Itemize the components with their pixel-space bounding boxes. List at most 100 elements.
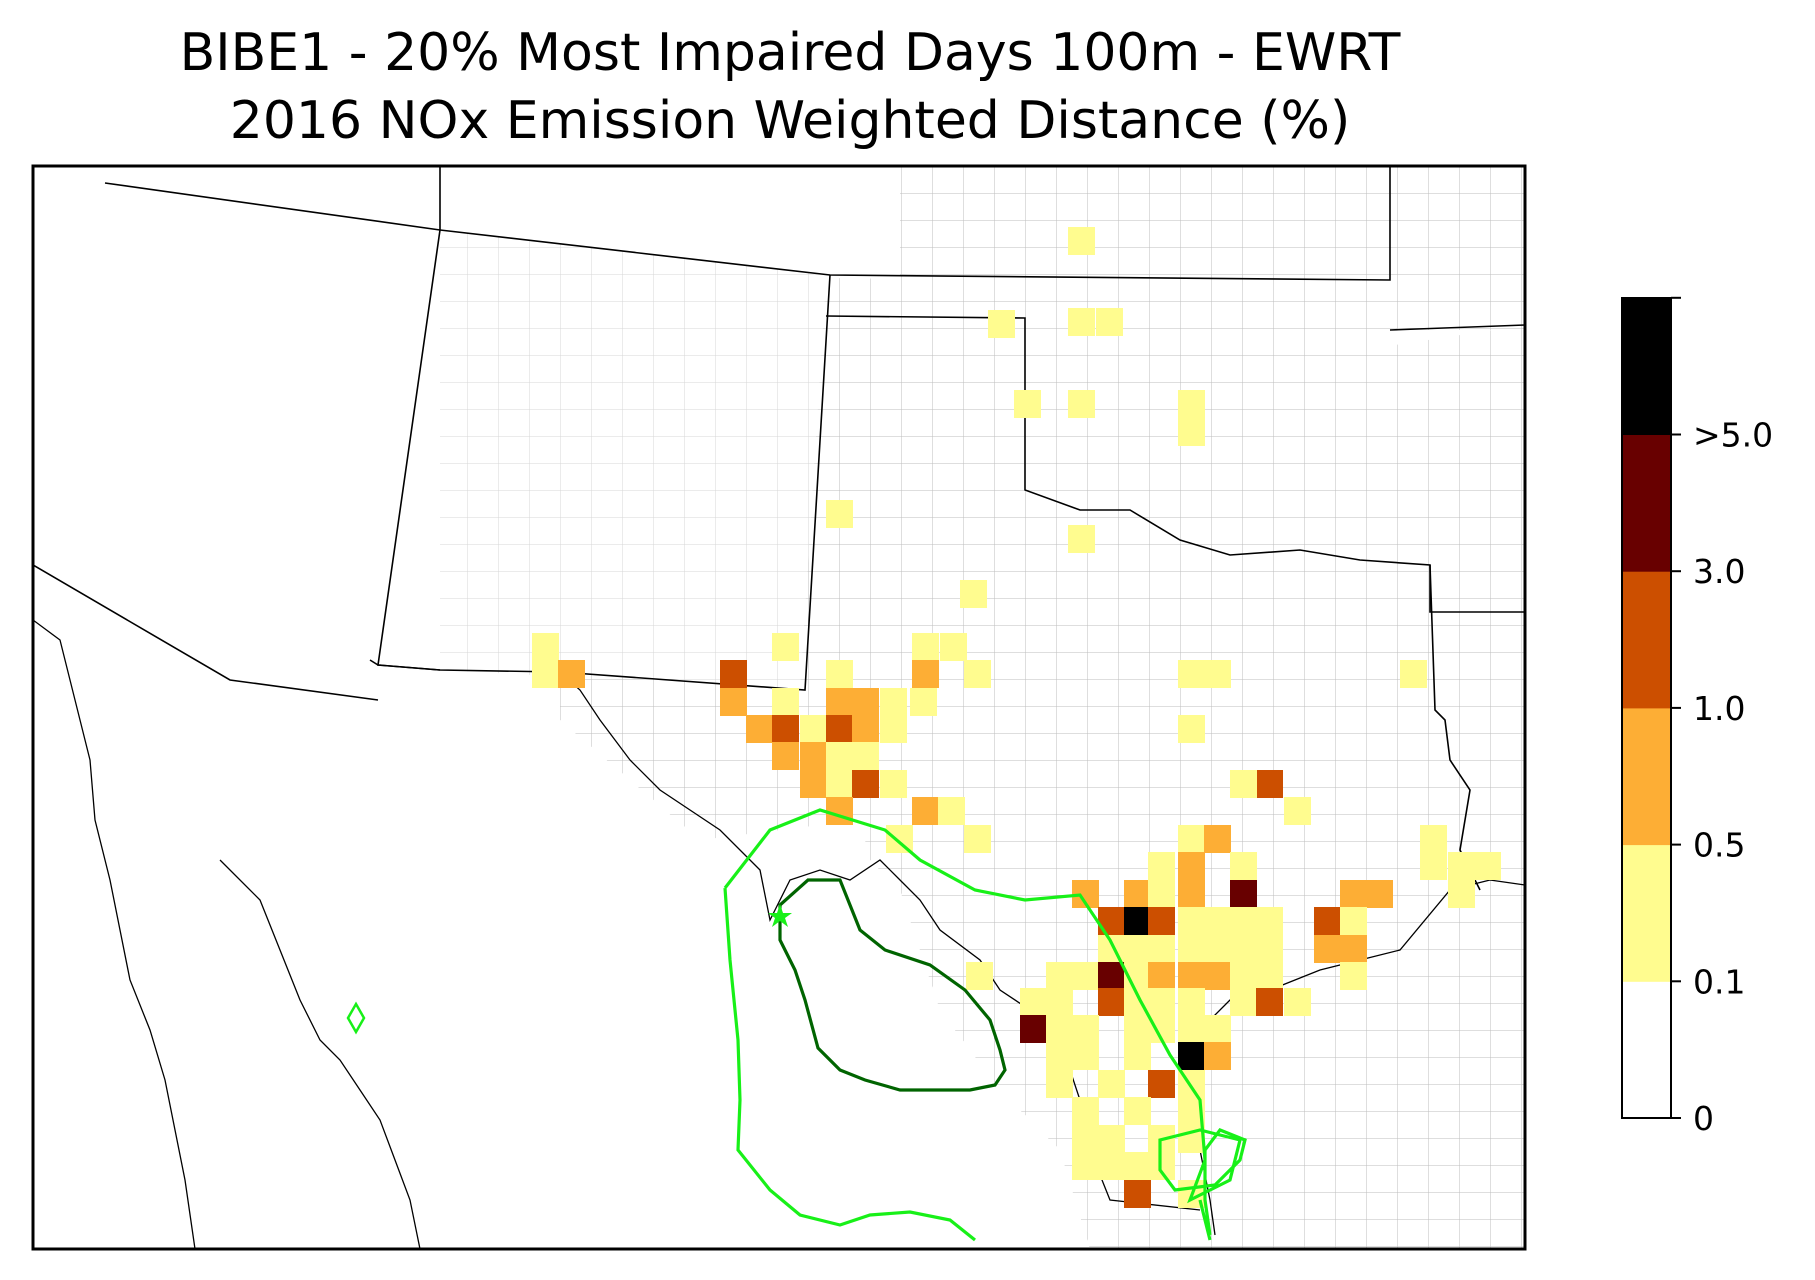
emission-cell — [1148, 907, 1175, 935]
emission-cell — [1230, 962, 1257, 990]
emission-cell — [1068, 525, 1095, 553]
emission-cell — [1096, 308, 1123, 336]
emission-cell — [1256, 770, 1283, 798]
colorbar-tick-label: 0.5 — [1693, 826, 1745, 865]
emission-cell — [1340, 880, 1367, 908]
emission-cell — [1314, 935, 1341, 963]
emission-cell — [988, 310, 1015, 338]
emission-cell — [1178, 660, 1205, 688]
emission-cell — [1178, 390, 1205, 418]
colorbar-bin-4 — [1622, 434, 1671, 572]
emission-cell — [912, 633, 939, 661]
emission-cell — [772, 633, 799, 661]
emission-cell — [1230, 852, 1257, 880]
emission-cell — [1420, 825, 1447, 853]
emission-cell — [880, 770, 907, 798]
emission-cell — [720, 688, 747, 716]
county-boundaries — [440, 166, 1525, 1249]
map-frame — [31, 164, 1527, 1251]
small-contour — [346, 1001, 366, 1035]
emission-cell — [1098, 962, 1125, 990]
emission-cell — [1256, 907, 1283, 935]
emission-cell — [1284, 797, 1311, 825]
emission-cell — [910, 688, 937, 716]
emission-cell — [1148, 962, 1175, 990]
emission-cell — [1230, 935, 1257, 963]
emission-cell — [1046, 988, 1073, 1016]
colorbar-bin-5 — [1622, 297, 1671, 435]
emission-cell — [1204, 962, 1231, 990]
residence-contours — [346, 808, 1247, 1242]
colorbar-ticks: 0 0.1 0.5 1.0 3.0 >5.0 — [1671, 296, 1773, 1138]
emission-cell — [1178, 988, 1205, 1016]
emission-cell — [746, 715, 773, 743]
emission-cell — [1148, 852, 1175, 880]
emission-cell — [1474, 852, 1501, 880]
emission-cell — [1124, 1097, 1151, 1125]
emission-cell — [1148, 880, 1175, 908]
emission-cell — [964, 660, 991, 688]
emission-cell — [1072, 1015, 1099, 1043]
emission-cell — [1068, 227, 1095, 255]
emission-cell — [826, 660, 853, 688]
emission-cell — [1178, 907, 1205, 935]
emission-cell — [912, 660, 939, 688]
emission-cell — [1420, 852, 1447, 880]
emission-cell — [1204, 660, 1231, 688]
emission-cell — [1448, 852, 1475, 880]
colorbar-bins — [1622, 297, 1671, 1119]
emission-cell — [1124, 1042, 1151, 1070]
emission-cell — [1098, 1070, 1125, 1098]
colorbar-bin-1 — [1622, 844, 1671, 982]
emission-cell — [852, 770, 879, 798]
emission-cell — [558, 660, 585, 688]
emission-cell — [1448, 880, 1475, 908]
emission-cell — [1230, 907, 1257, 935]
emission-cell — [1230, 880, 1257, 908]
emission-cell — [1178, 880, 1205, 908]
site-marker-star — [768, 904, 792, 927]
emission-cell — [1046, 1015, 1073, 1043]
state-boundaries — [33, 166, 1525, 891]
emission-cell — [1098, 988, 1125, 1016]
emission-cell — [1072, 1152, 1099, 1180]
colorbar-bin-3 — [1622, 571, 1671, 709]
emission-cell — [826, 715, 853, 743]
emission-cell — [1230, 988, 1257, 1016]
emission-cell — [1178, 1042, 1205, 1070]
emission-cell — [1284, 988, 1311, 1016]
emission-cell — [1020, 1015, 1047, 1043]
emission-cell — [1148, 935, 1175, 963]
colorbar-tick-label: 1.0 — [1693, 689, 1745, 728]
emission-cell — [852, 715, 879, 743]
emission-cell — [960, 580, 987, 608]
emission-cell — [940, 633, 967, 661]
emission-cell — [1046, 1042, 1073, 1070]
emission-cell — [720, 660, 747, 688]
colorbar-tick-label: 0 — [1693, 1099, 1714, 1138]
emission-cell — [852, 742, 879, 770]
map-title-line2: 2016 NOx Emission Weighted Distance (%) — [229, 91, 1351, 151]
emission-cell — [800, 742, 827, 770]
colorbar-tick-label: >5.0 — [1693, 416, 1773, 455]
emission-cell — [826, 500, 853, 528]
emission-cell — [912, 797, 939, 825]
emission-cell — [1178, 825, 1205, 853]
emission-cell — [1098, 1152, 1125, 1180]
emission-cell — [772, 742, 799, 770]
emission-cell — [1072, 1125, 1099, 1153]
emission-cell — [852, 688, 879, 716]
emission-cell — [1204, 907, 1231, 935]
emission-cell — [880, 688, 907, 716]
map-title-line1: BIBE1 - 20% Most Impaired Days 100m - EW… — [179, 23, 1401, 83]
emission-cell — [1124, 935, 1151, 963]
emission-cell — [1256, 962, 1283, 990]
emission-cell — [1072, 962, 1099, 990]
emission-cell — [1124, 1015, 1151, 1043]
emission-cell — [1148, 1070, 1175, 1098]
emission-cell — [1204, 825, 1231, 853]
emission-cell — [772, 688, 799, 716]
emission-cell — [964, 825, 991, 853]
emission-cell — [1340, 935, 1367, 963]
